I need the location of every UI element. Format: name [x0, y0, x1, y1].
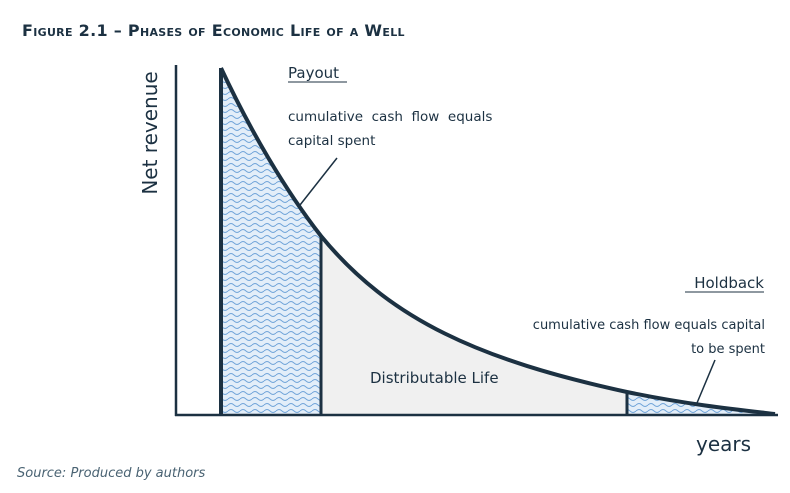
- figure-title: Figure 2.1 – Phases of Economic Life of …: [22, 21, 405, 40]
- distributable-label: Distributable Life: [370, 369, 499, 387]
- payout-desc-line1: cumulative cash flow equals: [288, 109, 492, 125]
- payout-title: Payout: [288, 64, 339, 82]
- x-axis-label: years: [696, 432, 751, 456]
- payout-pointer: [299, 157, 338, 206]
- payout-desc-line2: capital spent: [288, 133, 375, 149]
- holdback-title: Holdback: [694, 274, 764, 292]
- holdback-desc-line2: to be spent: [691, 342, 765, 357]
- y-axis-label: Net revenue: [138, 71, 162, 194]
- holdback-desc-line1: cumulative cash flow equals capital: [533, 318, 765, 333]
- holdback-region: [627, 392, 775, 414]
- distributable-region: [321, 236, 627, 414]
- payout-region: [221, 68, 321, 414]
- decline-curve: [219, 67, 776, 416]
- holdback-pointer: [696, 359, 716, 404]
- source-note: Source: Produced by authors: [17, 466, 206, 481]
